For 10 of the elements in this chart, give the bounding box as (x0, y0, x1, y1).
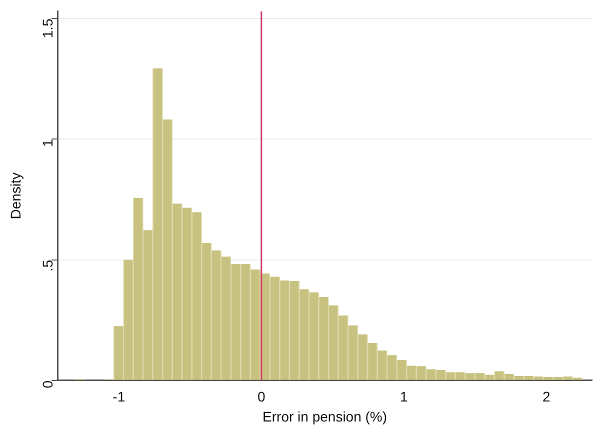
y-tick-label: 0 (39, 380, 56, 388)
y-tick-label: .5 (39, 260, 56, 272)
y-tick-label: 1.5 (39, 18, 56, 38)
x-tick-label: 2 (542, 388, 550, 405)
x-tick-label: -1 (112, 388, 126, 405)
x-axis-title: Error in pension (%) (262, 408, 388, 424)
y-axis-title: Density (7, 172, 24, 220)
x-tick-label: 0 (257, 388, 266, 405)
y-tick-label: 1 (39, 139, 56, 148)
x-tick-label: 1 (400, 388, 408, 405)
